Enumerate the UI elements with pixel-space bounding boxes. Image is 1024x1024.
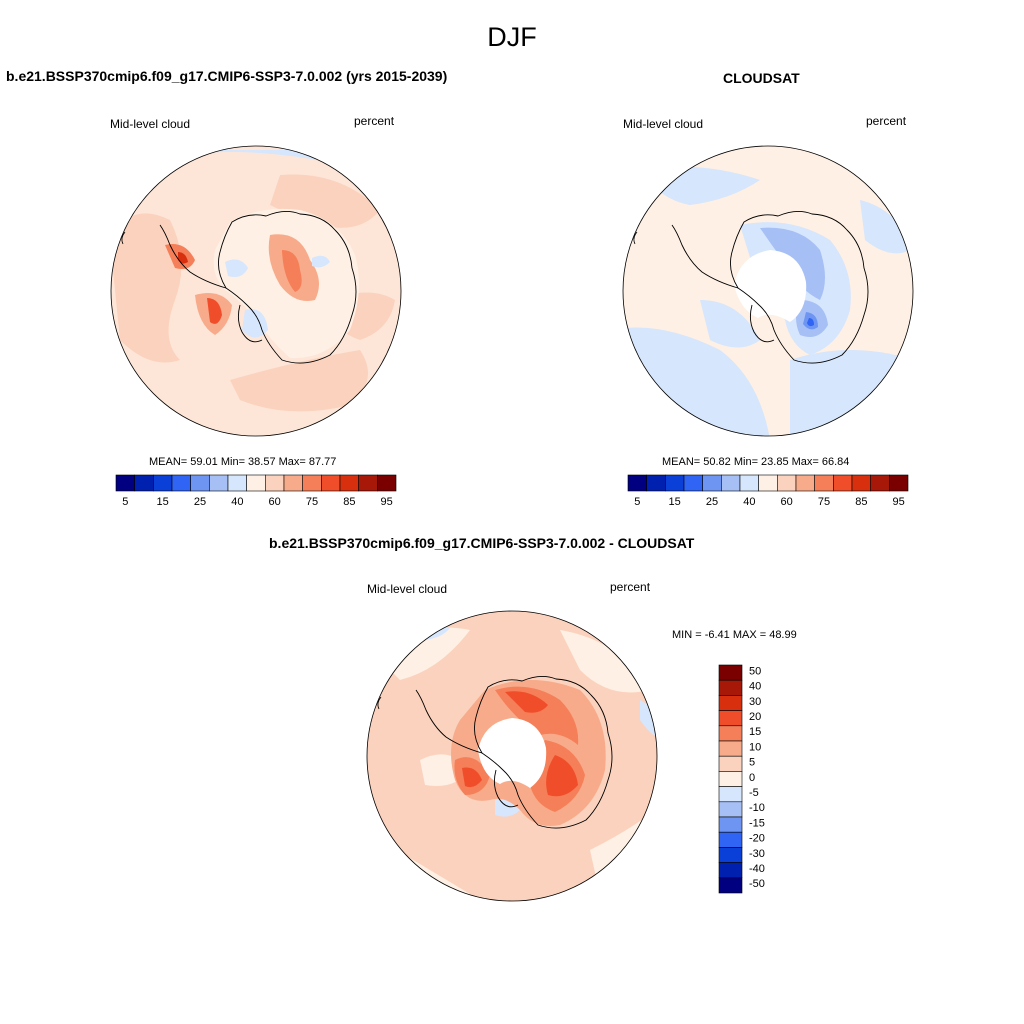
panel2-colorbar-swatch: [814, 474, 834, 492]
panel1-colorbar-label: 5: [122, 496, 128, 508]
panel2-colorbar-swatch: [627, 474, 647, 492]
panel3-title: b.e21.BSSP370cmip6.f09_g17.CMIP6-SSP3-7.…: [269, 535, 695, 551]
panel1-colorbar-swatch: [246, 474, 266, 492]
panel2-colorbar-swatch: [683, 474, 703, 492]
panel3-colorbar-swatch: [718, 679, 743, 696]
panel1-colorbar-swatch: [171, 474, 191, 492]
panel3-colorbar-label: -40: [749, 863, 765, 875]
panel3-stats: MIN = -6.41 MAX = 48.99: [672, 629, 797, 641]
panel1-colorbar-swatch: [190, 474, 210, 492]
panel3-colorbar-swatch: [718, 725, 743, 742]
panel3-colorbar-label: 15: [749, 726, 761, 738]
panel3-colorbar-swatch: [718, 695, 743, 711]
panel1-colorbar-label: 95: [381, 496, 393, 508]
panel1-colorbar-label: 15: [157, 496, 169, 508]
panel3-colorbar-swatch: [718, 771, 743, 787]
panel2-colorbar-swatch: [889, 474, 909, 492]
panel1-colorbar-swatch: [134, 474, 154, 492]
panel3-colorbar-label: 30: [749, 696, 761, 708]
panel3-colorbar-swatch: [718, 740, 743, 757]
panel3-colorbar-label: -30: [749, 848, 765, 860]
panel1-colorbar-swatch: [358, 474, 378, 492]
panel1-colorbar-swatch: [321, 474, 341, 492]
panel2-colorbar-swatch: [721, 474, 741, 492]
panel3-units: percent: [610, 580, 651, 594]
panel1-colorbar-swatch: [265, 474, 285, 492]
panel3-colorbar-swatch: [718, 710, 743, 727]
panel2-colorbar-label: 60: [781, 496, 793, 508]
panel3-colorbar-label: -15: [749, 817, 765, 829]
panel2-colorbar-swatch: [870, 474, 890, 492]
panel3-colorbar-swatch: [718, 847, 743, 863]
panel2-title: CLOUDSAT: [723, 70, 800, 86]
panel2-stats: MEAN= 50.82 Min= 23.85 Max= 66.84: [662, 456, 850, 468]
panel1-colorbar-swatch: [339, 474, 359, 492]
panel2-map: [623, 146, 913, 436]
panel1-left-label: Mid-level cloud: [110, 117, 191, 131]
panel2-colorbar-label: 40: [743, 496, 755, 508]
panel3-colorbar-label: -50: [749, 878, 765, 890]
panel2-colorbar-swatch: [665, 474, 685, 492]
panel1-colorbar-label: 60: [269, 496, 281, 508]
panel2-colorbar-swatch: [739, 474, 759, 492]
panel1-colorbar-label: 75: [306, 496, 318, 508]
panel3-colorbar-label: -10: [749, 802, 765, 814]
panel1-map: [111, 146, 401, 436]
panel2-colorbar-label: 15: [669, 496, 681, 508]
panel1-colorbar-label: 40: [231, 496, 243, 508]
panel1-map-border: [110, 145, 402, 437]
panel2-colorbar-swatch: [851, 474, 871, 492]
panel1-stats: MEAN= 59.01 Min= 38.57 Max= 87.77: [149, 456, 337, 468]
panel1-colorbar-swatch: [209, 474, 229, 492]
panel1-colorbar-swatch: [302, 474, 322, 492]
panel3-colorbar-swatch: [718, 831, 743, 848]
panel2-left-label: Mid-level cloud: [623, 117, 704, 131]
panel1-colorbar-label: 85: [343, 496, 355, 508]
panel3-map: [367, 611, 657, 901]
panel2-colorbar-label: 95: [893, 496, 905, 508]
panel2-units: percent: [866, 114, 907, 128]
panel2-colorbar-swatch: [702, 474, 722, 492]
panel3-colorbar-swatch: [718, 664, 743, 681]
panel2-map-border: [622, 145, 914, 437]
panel3-colorbar-swatch: [718, 862, 743, 879]
panel3-colorbar-label: 5: [749, 757, 755, 769]
panel3-colorbar-swatch: [718, 877, 743, 894]
panel1-colorbar-swatch: [227, 474, 247, 492]
panel3-colorbar-label: 20: [749, 711, 761, 723]
panel2-colorbar-swatch: [646, 474, 666, 492]
panel3-colorbar-label: 40: [749, 681, 761, 693]
panel1-title: b.e21.BSSP370cmip6.f09_g17.CMIP6-SSP3-7.…: [6, 68, 448, 84]
panel1-colorbar: 5 15 25 40 60 75 85 95: [115, 474, 397, 508]
panel1-colorbar-swatch: [283, 474, 303, 492]
panel3-left-label: Mid-level cloud: [367, 582, 448, 596]
figure-title: DJF: [487, 22, 537, 52]
panel3-colorbar-label: 50: [749, 665, 761, 677]
panel2-colorbar: 5 15 25 40 60 75 85 95: [627, 474, 909, 508]
panel3-colorbar-swatch: [718, 786, 743, 803]
panel2-colorbar-label: 75: [818, 496, 830, 508]
panel3-colorbar-swatch: [718, 816, 743, 833]
panel3-colorbar-swatch: [718, 755, 743, 772]
panel2-colorbar-swatch: [795, 474, 815, 492]
panel1-colorbar-label: 25: [194, 496, 206, 508]
panel3-colorbar-swatch: [718, 801, 743, 818]
panel2-colorbar-swatch: [833, 474, 853, 492]
panel1-units: percent: [354, 114, 395, 128]
panel3-map-border: [366, 610, 658, 902]
panel2-colorbar-label: 85: [855, 496, 867, 508]
panel3-colorbar-label: 10: [749, 741, 761, 753]
panel3-colorbar-label: -20: [749, 833, 765, 845]
panel2-colorbar-swatch: [758, 474, 778, 492]
panel3-colorbar-label: -5: [749, 787, 759, 799]
panel2-colorbar-label: 25: [706, 496, 718, 508]
panel2-colorbar-swatch: [777, 474, 797, 492]
panel3-colorbar-label: 0: [749, 772, 755, 784]
panel1-colorbar-swatch: [153, 474, 173, 492]
panel1-colorbar-swatch: [115, 474, 135, 492]
panel2-colorbar-label: 5: [634, 496, 640, 508]
panel1-colorbar-swatch: [377, 474, 397, 492]
